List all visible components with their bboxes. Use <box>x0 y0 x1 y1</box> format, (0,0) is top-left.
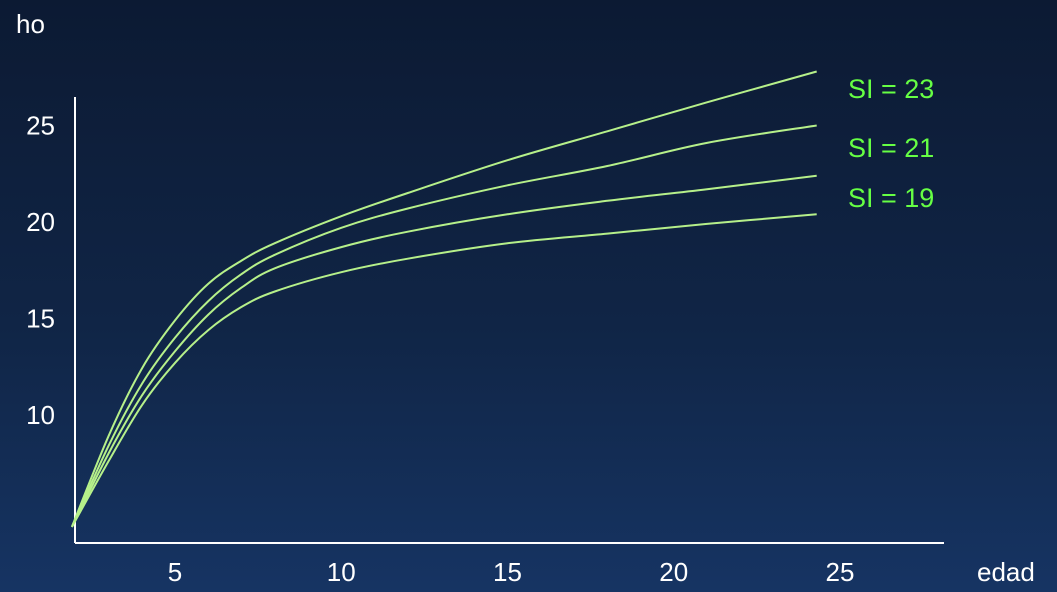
series-line-3 <box>71 174 817 528</box>
series-line-1 <box>70 70 817 528</box>
x-tick-label: 5 <box>168 557 182 587</box>
series-line-2 <box>70 124 817 528</box>
y-tick-label: 20 <box>26 207 55 237</box>
x-axis-title: edad <box>977 557 1035 587</box>
series-lines <box>70 70 817 528</box>
x-tick-labels: 5 10 15 20 25 <box>168 557 855 587</box>
series-labels: SI = 23 SI = 21 SI = 19 <box>848 74 934 213</box>
x-tick-label: 20 <box>659 557 688 587</box>
series-label: SI = 23 <box>848 74 934 104</box>
y-tick-label: 25 <box>26 111 55 141</box>
x-tick-label: 15 <box>493 557 522 587</box>
series-line-4 <box>71 213 817 528</box>
y-tick-label: 10 <box>26 400 55 430</box>
x-tick-label: 25 <box>826 557 855 587</box>
series-label: SI = 19 <box>848 183 934 213</box>
y-axis-title: ho <box>16 9 45 39</box>
y-tick-label: 15 <box>26 304 55 334</box>
y-tick-labels: 10 15 20 25 <box>26 111 55 431</box>
x-tick-label: 10 <box>327 557 356 587</box>
series-label: SI = 21 <box>848 133 934 163</box>
